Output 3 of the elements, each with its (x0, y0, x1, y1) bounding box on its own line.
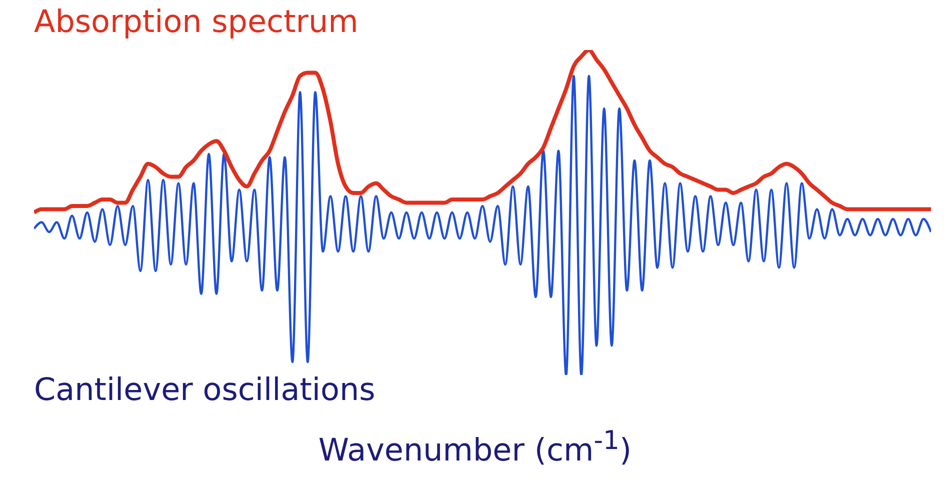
series-label: Absorption spectrum (34, 4, 358, 40)
text: Cantilever oscillations (34, 372, 376, 408)
x-axis-title: Wavenumber (cm$^{-1}$) (317, 426, 633, 468)
